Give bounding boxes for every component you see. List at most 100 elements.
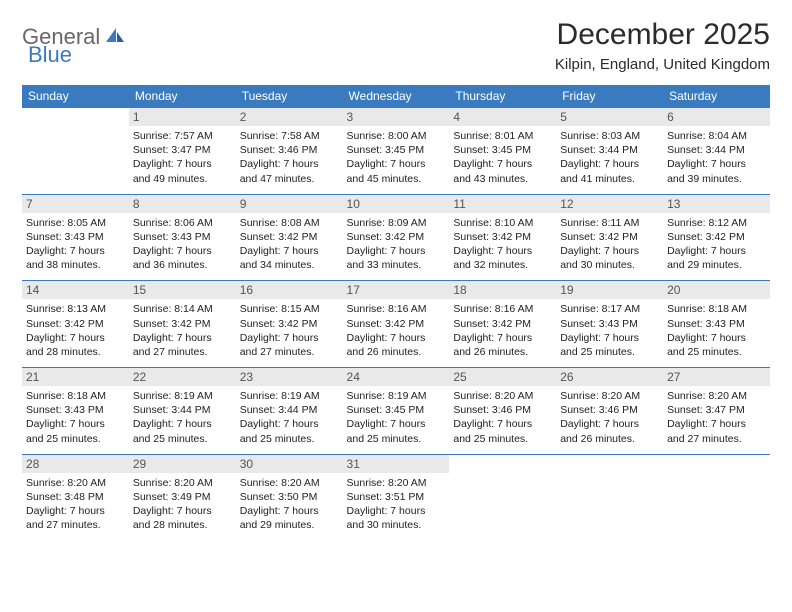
day-number: 31 [343,455,450,473]
weekday-header: Saturday [663,85,770,108]
calendar-row: 1 Sunrise: 7:57 AMSunset: 3:47 PMDaylight… [22,108,770,195]
calendar-cell: 5Sunrise: 8:03 AMSunset: 3:44 PMDaylight… [556,108,663,195]
day-details: Sunrise: 8:20 AMSunset: 3:50 PMDaylight:… [240,476,339,533]
calendar-cell: 21 Sunrise: 8:18 AMSunset: 3:43 PMDayligh… [22,368,129,455]
day-details: Sunrise: 8:20 AMSunset: 3:47 PMDaylight:… [667,389,766,446]
day-details: Sunrise: 7:58 AMSunset: 3:46 PMDaylight:… [240,129,339,186]
logo-word-2: Blue [28,42,72,68]
calendar-cell: 28Sunrise: 8:20 AMSunset: 3:48 PMDayligh… [22,454,129,540]
day-number: 19 [556,281,663,299]
calendar-cell: 4Sunrise: 8:01 AMSunset: 3:45 PMDaylight… [449,108,556,195]
calendar-row: 7 Sunrise: 8:05 AMSunset: 3:43 PMDaylight… [22,194,770,281]
page-header: General December 2025 Kilpin, England, U… [22,18,770,73]
day-number: 1 [129,108,236,126]
day-number: 6 [663,108,770,126]
calendar-cell: 18 Sunrise: 8:16 AMSunset: 3:42 PMDayligh… [449,281,556,368]
day-details: Sunrise: 8:20 AMSunset: 3:46 PMDaylight:… [453,389,552,446]
calendar-row: 28Sunrise: 8:20 AMSunset: 3:48 PMDayligh… [22,454,770,540]
day-number: 29 [129,455,236,473]
calendar-cell: 9 Sunrise: 8:08 AMSunset: 3:42 PMDaylight… [236,194,343,281]
calendar-cell: 20 Sunrise: 8:18 AMSunset: 3:43 PMDayligh… [663,281,770,368]
calendar-cell: 16Sunrise: 8:15 AMSunset: 3:42 PMDayligh… [236,281,343,368]
day-number: 23 [236,368,343,386]
calendar-cell: 13Sunrise: 8:12 AMSunset: 3:42 PMDayligh… [663,194,770,281]
title-block: December 2025 Kilpin, England, United Ki… [555,18,770,73]
calendar-cell: 24 Sunrise: 8:19 AMSunset: 3:45 PMDayligh… [343,368,450,455]
calendar-cell: 23 Sunrise: 8:19 AMSunset: 3:44 PMDayligh… [236,368,343,455]
calendar-row: 21 Sunrise: 8:18 AMSunset: 3:43 PMDayligh… [22,368,770,455]
day-number: 12 [556,195,663,213]
day-details: Sunrise: 8:18 AMSunset: 3:43 PMDaylight:… [26,389,125,446]
calendar-cell-empty [663,454,770,540]
day-number: 25 [449,368,556,386]
day-number: 18 [449,281,556,299]
calendar-cell: 2 Sunrise: 7:58 AMSunset: 3:46 PMDaylight… [236,108,343,195]
day-details: Sunrise: 8:11 AMSunset: 3:42 PMDaylight:… [560,216,659,273]
day-number: 13 [663,195,770,213]
day-number: 7 [22,195,129,213]
day-number: 2 [236,108,343,126]
calendar-row: 14 Sunrise: 8:13 AMSunset: 3:42 PMDayligh… [22,281,770,368]
location: Kilpin, England, United Kingdom [555,56,770,73]
calendar-cell: 30 Sunrise: 8:20 AMSunset: 3:50 PMDayligh… [236,454,343,540]
calendar-cell: 14 Sunrise: 8:13 AMSunset: 3:42 PMDayligh… [22,281,129,368]
calendar-cell: 19 Sunrise: 8:17 AMSunset: 3:43 PMDayligh… [556,281,663,368]
day-details: Sunrise: 8:16 AMSunset: 3:42 PMDaylight:… [453,302,552,359]
calendar-cell: 29Sunrise: 8:20 AMSunset: 3:49 PMDayligh… [129,454,236,540]
day-details: Sunrise: 8:20 AMSunset: 3:46 PMDaylight:… [560,389,659,446]
day-details: Sunrise: 8:19 AMSunset: 3:45 PMDaylight:… [347,389,446,446]
day-details: Sunrise: 8:18 AMSunset: 3:43 PMDaylight:… [667,302,766,359]
day-number: 3 [343,108,450,126]
calendar-cell: 8Sunrise: 8:06 AMSunset: 3:43 PMDaylight… [129,194,236,281]
calendar-cell: 25 Sunrise: 8:20 AMSunset: 3:46 PMDayligh… [449,368,556,455]
day-number: 22 [129,368,236,386]
day-details: Sunrise: 8:14 AMSunset: 3:42 PMDaylight:… [133,302,232,359]
day-details: Sunrise: 8:05 AMSunset: 3:43 PMDaylight:… [26,216,125,273]
weekday-header: Friday [556,85,663,108]
calendar-cell: 7 Sunrise: 8:05 AMSunset: 3:43 PMDaylight… [22,194,129,281]
day-number: 26 [556,368,663,386]
day-number: 27 [663,368,770,386]
day-details: Sunrise: 8:19 AMSunset: 3:44 PMDaylight:… [240,389,339,446]
calendar-cell: 31 Sunrise: 8:20 AMSunset: 3:51 PMDayligh… [343,454,450,540]
day-details: Sunrise: 8:16 AMSunset: 3:42 PMDaylight:… [347,302,446,359]
calendar-cell: 11Sunrise: 8:10 AMSunset: 3:42 PMDayligh… [449,194,556,281]
weekday-header: Thursday [449,85,556,108]
day-number: 16 [236,281,343,299]
day-details: Sunrise: 8:17 AMSunset: 3:43 PMDaylight:… [560,302,659,359]
weekday-header: Sunday [22,85,129,108]
day-details: Sunrise: 8:06 AMSunset: 3:43 PMDaylight:… [133,216,232,273]
day-details: Sunrise: 7:57 AMSunset: 3:47 PMDaylight:… [133,129,232,186]
day-number: 24 [343,368,450,386]
weekday-header: Wednesday [343,85,450,108]
calendar-cell: 26 Sunrise: 8:20 AMSunset: 3:46 PMDayligh… [556,368,663,455]
day-number: 9 [236,195,343,213]
day-number: 21 [22,368,129,386]
month-title: December 2025 [555,18,770,52]
calendar-cell: 22Sunrise: 8:19 AMSunset: 3:44 PMDayligh… [129,368,236,455]
calendar-cell: 15 Sunrise: 8:14 AMSunset: 3:42 PMDayligh… [129,281,236,368]
day-number: 10 [343,195,450,213]
calendar-cell: 1 Sunrise: 7:57 AMSunset: 3:47 PMDaylight… [129,108,236,195]
day-details: Sunrise: 8:04 AMSunset: 3:44 PMDaylight:… [667,129,766,186]
day-number: 20 [663,281,770,299]
day-number: 14 [22,281,129,299]
calendar-cell: 3 Sunrise: 8:00 AMSunset: 3:45 PMDaylight… [343,108,450,195]
day-details: Sunrise: 8:20 AMSunset: 3:51 PMDaylight:… [347,476,446,533]
logo-sail-icon [104,26,126,49]
day-number: 11 [449,195,556,213]
calendar-cell: 27 Sunrise: 8:20 AMSunset: 3:47 PMDayligh… [663,368,770,455]
day-number: 30 [236,455,343,473]
day-details: Sunrise: 8:13 AMSunset: 3:42 PMDaylight:… [26,302,125,359]
weekday-header-row: Sunday Monday Tuesday Wednesday Thursday… [22,85,770,108]
calendar-cell-empty [449,454,556,540]
calendar-cell: 10 Sunrise: 8:09 AMSunset: 3:42 PMDayligh… [343,194,450,281]
day-details: Sunrise: 8:00 AMSunset: 3:45 PMDaylight:… [347,129,446,186]
weekday-header: Monday [129,85,236,108]
day-details: Sunrise: 8:20 AMSunset: 3:48 PMDaylight:… [26,476,125,533]
day-number: 5 [556,108,663,126]
day-number: 15 [129,281,236,299]
day-details: Sunrise: 8:09 AMSunset: 3:42 PMDaylight:… [347,216,446,273]
calendar-table: Sunday Monday Tuesday Wednesday Thursday… [22,85,770,540]
day-details: Sunrise: 8:08 AMSunset: 3:42 PMDaylight:… [240,216,339,273]
